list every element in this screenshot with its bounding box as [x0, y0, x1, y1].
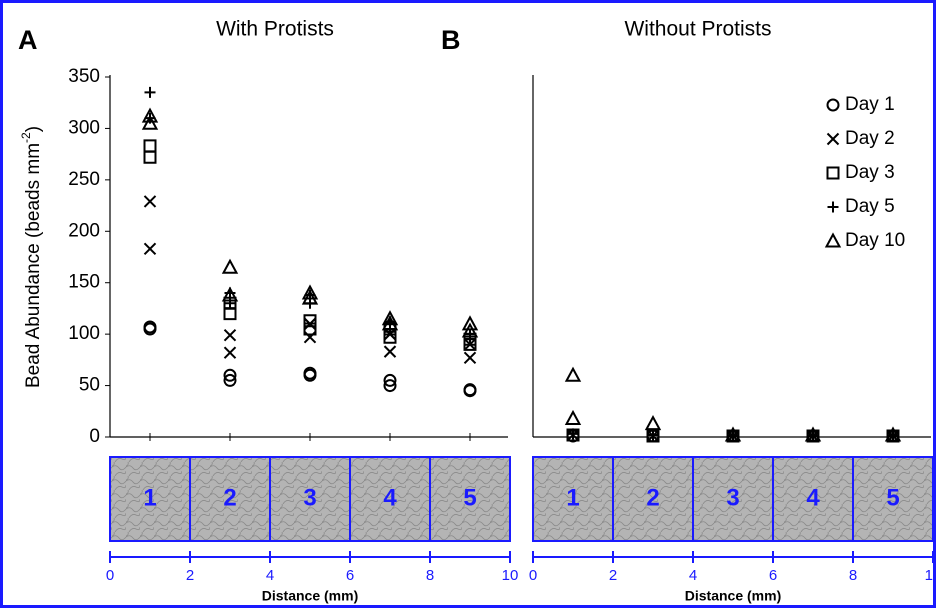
data-point [141, 107, 159, 123]
data-point [564, 409, 582, 425]
legend-label: Day 3 [845, 162, 895, 183]
panel-label: A [18, 25, 38, 55]
legend-label: Day 10 [845, 230, 905, 251]
legend-marker [827, 201, 839, 213]
data-point [724, 426, 742, 442]
zone-box [692, 456, 774, 542]
data-point [383, 330, 397, 344]
x-tick-label: 0 [529, 567, 537, 584]
data-point [383, 379, 397, 392]
data-point [461, 315, 479, 331]
x-axis-title: Distance (mm) [685, 588, 781, 604]
data-point [464, 328, 476, 340]
zone-label: 2 [646, 484, 659, 511]
data-point [303, 314, 317, 328]
data-point [143, 139, 157, 153]
legend-marker [826, 132, 840, 146]
zone-label: 5 [886, 484, 899, 511]
data-point [223, 368, 237, 382]
legend-label: Day 1 [845, 94, 895, 115]
zone-box [269, 456, 351, 542]
y-tick-label: 350 [68, 66, 100, 87]
zone-label: 1 [143, 484, 156, 511]
panel-label: B [441, 25, 461, 55]
data-point [884, 426, 902, 442]
data-point [383, 374, 397, 387]
data-point [221, 286, 239, 302]
data-point [566, 428, 580, 442]
x-tick-label: 4 [266, 567, 274, 584]
x-tick-label: 6 [346, 567, 354, 584]
y-tick-label: 0 [89, 426, 100, 447]
data-point [143, 242, 157, 255]
data-point [644, 415, 662, 431]
zone-box [772, 456, 854, 542]
data-point [463, 351, 477, 365]
data-point [301, 284, 319, 300]
data-point [646, 429, 660, 443]
data-point [647, 429, 659, 441]
data-point [303, 366, 317, 380]
data-point [143, 320, 157, 334]
y-tick-label: 50 [79, 375, 100, 396]
legend-label: Day 2 [845, 128, 895, 149]
x-tick-label: 10 [502, 567, 519, 584]
data-point [567, 428, 579, 440]
legend-marker [826, 98, 840, 112]
data-point [223, 374, 237, 387]
y-axis-title-end: ) [23, 126, 44, 132]
legend-label: Day 5 [845, 196, 895, 217]
x-axis-title: Distance (mm) [262, 588, 358, 604]
zone-box [189, 456, 271, 542]
zone-box [532, 456, 614, 542]
data-point [223, 296, 237, 310]
y-tick-label: 100 [68, 323, 100, 344]
data-point [143, 195, 157, 208]
zone-box [429, 456, 511, 542]
x-tick-label: 2 [186, 567, 194, 584]
data-point [383, 345, 397, 358]
data-point [141, 114, 159, 130]
x-tick-label: 8 [849, 567, 857, 584]
legend-marker [826, 166, 840, 180]
y-tick-label: 300 [68, 117, 100, 138]
data-point [564, 366, 582, 382]
zone-label: 3 [303, 484, 316, 511]
chart-title: Without Protists [624, 18, 771, 41]
zone-label: 5 [463, 484, 476, 511]
x-tick-label: 2 [609, 567, 617, 584]
y-tick-label: 250 [68, 169, 100, 190]
zone-label: 1 [566, 484, 579, 511]
zone-label: 3 [726, 484, 739, 511]
zone-box [612, 456, 694, 542]
x-tick-label: 4 [689, 567, 697, 584]
zone-label: 4 [806, 484, 820, 511]
data-point [223, 328, 237, 342]
zone-label: 2 [223, 484, 236, 511]
chart-title: With Protists [216, 18, 334, 41]
x-tick-label: 8 [426, 567, 434, 584]
zone-box [349, 456, 431, 542]
y-axis-title-sup: -2 [19, 132, 33, 143]
zone-label: 4 [383, 484, 397, 511]
data-point [804, 426, 822, 442]
data-point [461, 322, 479, 338]
y-axis-title: Bead Abundance (beads mm-2) [19, 126, 44, 388]
x-tick-label: 0 [106, 567, 114, 584]
data-point [144, 86, 156, 98]
x-tick-label: 10 [925, 567, 936, 584]
data-point [221, 258, 239, 274]
legend-marker [824, 232, 842, 248]
data-point [303, 322, 317, 336]
data-point [223, 346, 237, 359]
x-tick-label: 6 [769, 567, 777, 584]
y-tick-label: 200 [68, 220, 100, 241]
y-axis-title-text: Bead Abundance (beads mm [23, 143, 44, 388]
data-point [381, 310, 399, 326]
data-point [463, 383, 477, 397]
zone-box [852, 456, 934, 542]
y-tick-label: 150 [68, 272, 100, 293]
